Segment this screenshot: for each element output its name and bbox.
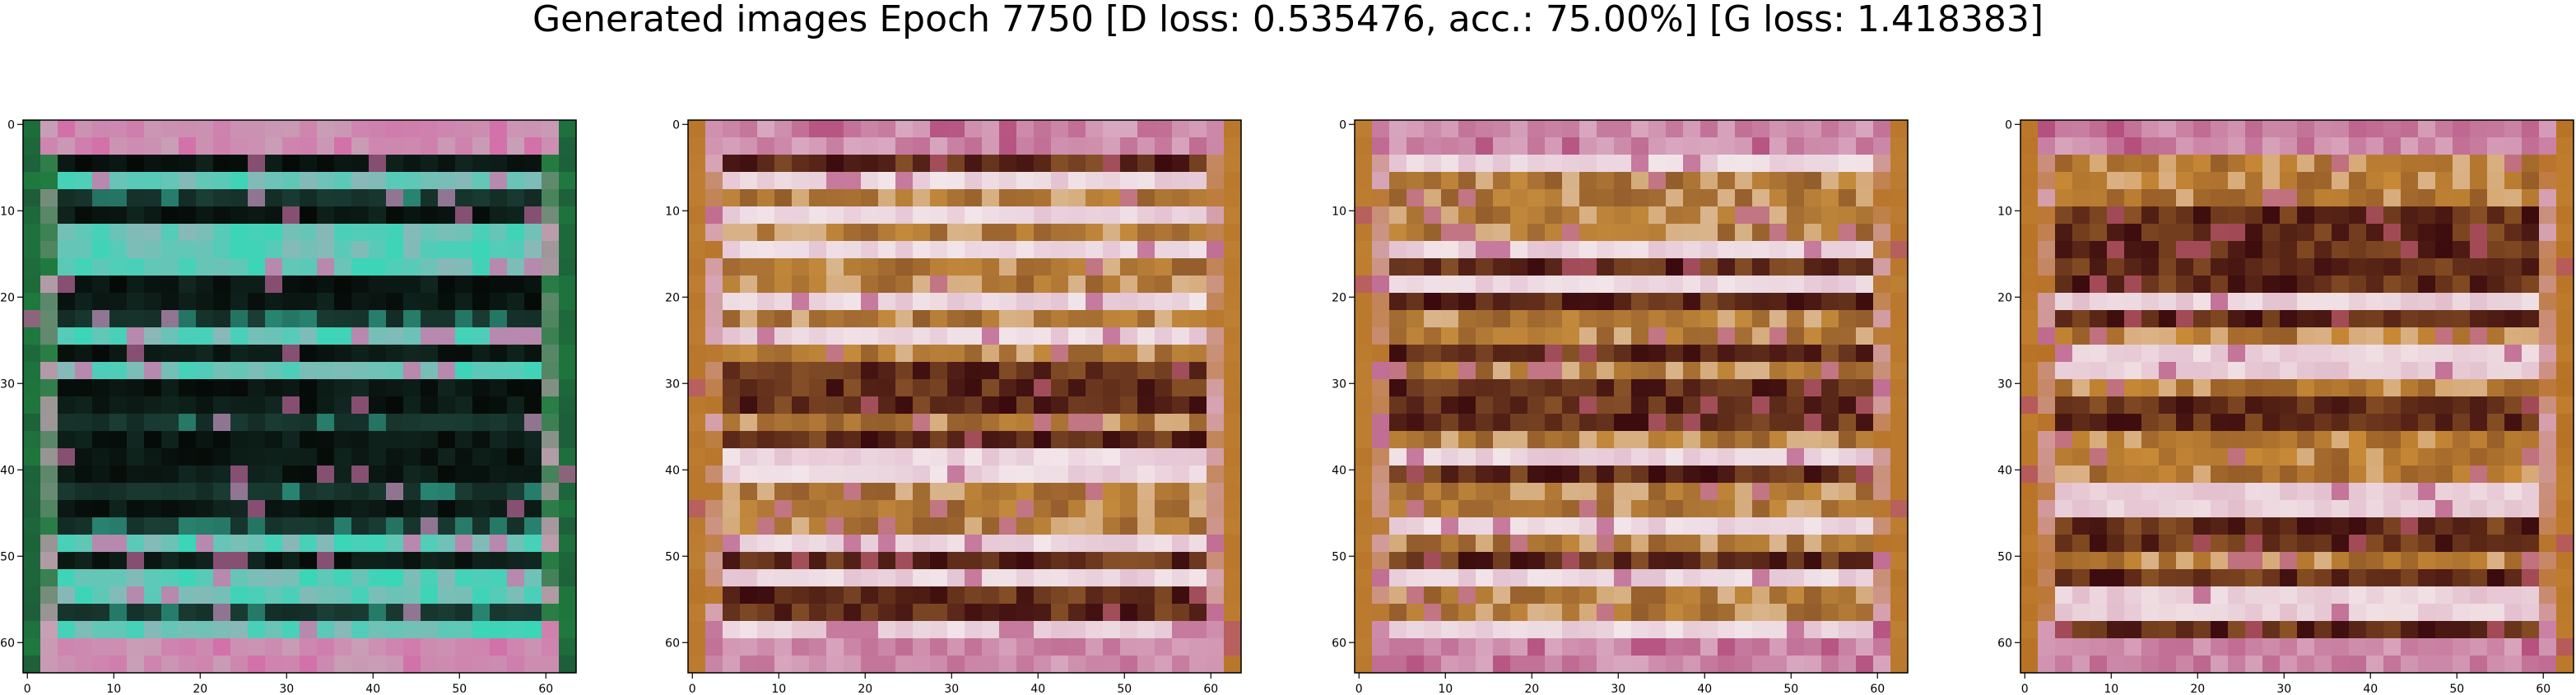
- x-tick-label: 30: [2276, 683, 2291, 695]
- axes-frame: [22, 119, 577, 674]
- y-tick-label: 10: [665, 205, 680, 218]
- generated-image-1: 0 10 20 30 40 50 60 0 10 20 30 40 50 60: [0, 118, 577, 695]
- y-tick-label: 20: [0, 291, 15, 304]
- y-tick-label: 60: [0, 637, 15, 650]
- y-tick-label: 10: [1997, 205, 2012, 218]
- generated-image-2: 0 10 20 30 40 50 60 0 10 20 30 40 50 60: [665, 118, 1242, 695]
- x-tick-label: 10: [771, 683, 786, 695]
- y-tick-label: 30: [0, 378, 15, 391]
- x-tick-label: 30: [279, 683, 294, 695]
- x-tick-label: 50: [1783, 683, 1798, 695]
- generated-image-4: 0 10 20 30 40 50 60 0 10 20 30 40 50 60: [1997, 118, 2574, 695]
- x-tick-label: 30: [1611, 683, 1625, 695]
- x-tick-label: 60: [1203, 683, 1218, 695]
- x-tick-label: 20: [193, 683, 207, 695]
- axes-frame: [2020, 119, 2574, 674]
- x-tick-label: 20: [1524, 683, 1539, 695]
- y-tick-label: 40: [1997, 464, 2012, 477]
- y-tick-label: 50: [0, 550, 15, 563]
- x-tick-label: 40: [2363, 683, 2378, 695]
- generated-image-3: 0 10 20 30 40 50 60 0 10 20 30 40 50 60: [1332, 118, 1909, 695]
- y-tick-label: 30: [1332, 378, 1346, 391]
- axes-frame: [687, 119, 1242, 674]
- x-tick-label: 40: [365, 683, 380, 695]
- y-tick-label: 20: [665, 291, 680, 304]
- y-tick-label: 30: [665, 378, 680, 391]
- x-tick-label: 10: [1438, 683, 1453, 695]
- x-tick-label: 50: [1117, 683, 1132, 695]
- y-tick-label: 60: [1997, 637, 2012, 650]
- y-tick-label: 0: [1339, 118, 1346, 132]
- x-tick-label: 0: [1355, 683, 1363, 695]
- x-tick-label: 40: [1697, 683, 1712, 695]
- x-tick-label: 50: [452, 683, 467, 695]
- x-tick-label: 60: [2536, 683, 2550, 695]
- x-tick-label: 40: [1030, 683, 1045, 695]
- y-tick-label: 10: [0, 205, 15, 218]
- x-tick-label: 30: [944, 683, 959, 695]
- y-tick-label: 50: [665, 550, 680, 563]
- x-tick-label: 50: [2449, 683, 2464, 695]
- x-tick-label: 10: [2104, 683, 2118, 695]
- y-tick-label: 0: [672, 118, 680, 132]
- y-tick-label: 60: [1332, 637, 1346, 650]
- axes-frame: [1354, 119, 1909, 674]
- figure-title: Generated images Epoch 7750 [D loss: 0.5…: [532, 0, 2044, 40]
- y-tick-label: 30: [1997, 378, 2012, 391]
- y-tick-label: 40: [0, 464, 15, 477]
- x-tick-label: 0: [24, 683, 31, 695]
- x-tick-label: 0: [2021, 683, 2029, 695]
- y-tick-label: 10: [1332, 205, 1346, 218]
- y-tick-label: 0: [2005, 118, 2012, 132]
- y-tick-label: 0: [7, 118, 15, 132]
- x-tick-label: 20: [2190, 683, 2205, 695]
- x-tick-label: 60: [538, 683, 553, 695]
- x-tick-label: 60: [1870, 683, 1885, 695]
- x-tick-label: 20: [858, 683, 872, 695]
- y-tick-label: 20: [1997, 291, 2012, 304]
- y-tick-label: 50: [1997, 550, 2012, 563]
- y-tick-label: 20: [1332, 291, 1346, 304]
- y-tick-label: 40: [1332, 464, 1346, 477]
- x-tick-label: 0: [689, 683, 696, 695]
- x-tick-label: 10: [106, 683, 121, 695]
- y-tick-label: 60: [665, 637, 680, 650]
- y-tick-label: 40: [665, 464, 680, 477]
- y-tick-label: 50: [1332, 550, 1346, 563]
